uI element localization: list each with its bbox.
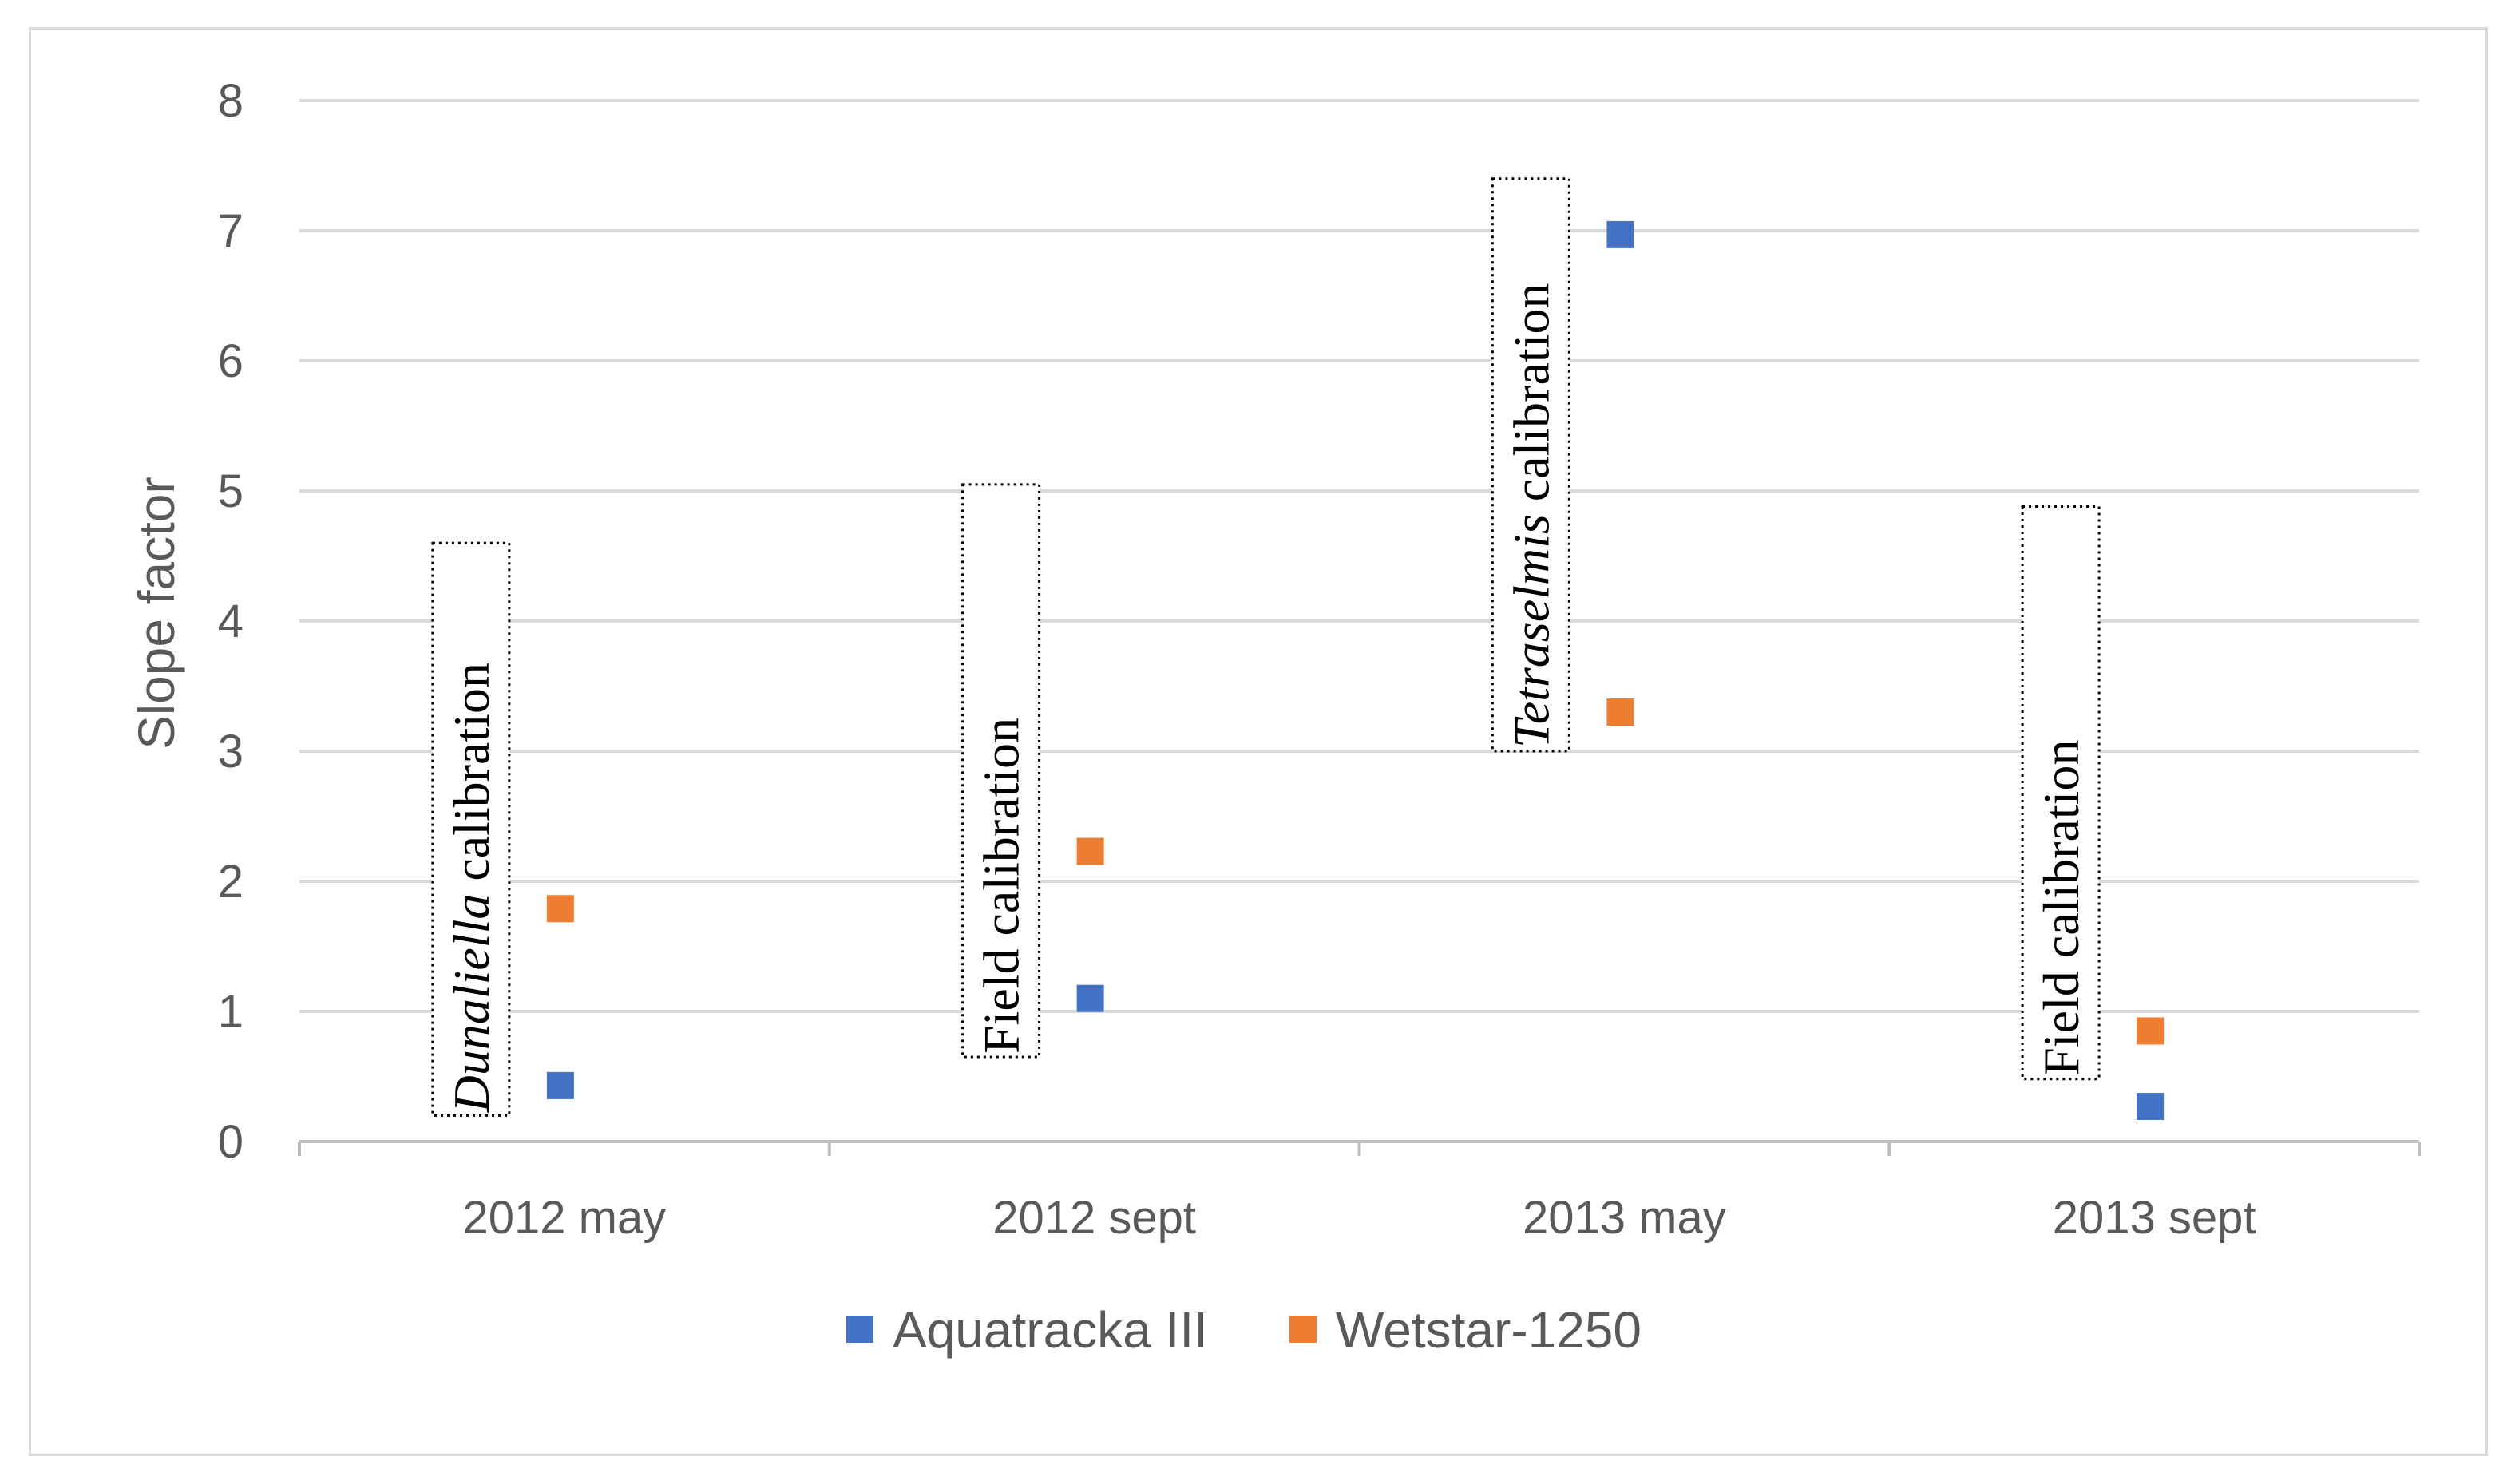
gridlines — [299, 99, 2419, 1013]
x-tick-label: 2013 sept — [2053, 1192, 2256, 1244]
annotation-text-part: calibration — [443, 663, 500, 894]
marker-aquatracka-iii-2 — [1076, 984, 1104, 1012]
annotation-label-4: Field calibration — [2033, 740, 2089, 1076]
legend-marker-1 — [846, 1316, 873, 1343]
marker-wetstar-1250-1 — [546, 895, 574, 923]
y-tick-label: 0 — [218, 1116, 244, 1168]
y-tick-label: 5 — [218, 465, 244, 517]
annotations: Dunaliella calibration Field calibration T… — [431, 177, 2101, 1117]
annotation-box-3 — [1491, 177, 1570, 753]
marker-wetstar-1250-3 — [1606, 698, 1634, 726]
annotation-label-3: Tetraselmis calibration — [1503, 283, 1559, 748]
y-tick-labels: 0 1 2 3 4 5 6 7 8 — [218, 75, 244, 1168]
annotation-box-1 — [431, 541, 511, 1117]
y-axis-title: Slope factor — [128, 477, 185, 750]
annotation-text-part: Field calibration — [2033, 740, 2089, 1076]
data-markers — [546, 220, 2165, 1120]
annotation-label-1: Dunaliella calibration — [443, 663, 500, 1113]
marker-aquatracka-iii-1 — [546, 1071, 574, 1099]
annotation-text-part: Field calibration — [973, 718, 1030, 1054]
y-tick-label: 2 — [218, 856, 244, 908]
y-tick-label: 1 — [218, 986, 244, 1038]
y-tick-label: 6 — [218, 335, 244, 387]
legend: Aquatracka III Wetstar-1250 — [846, 1301, 1642, 1359]
annotation-box-4 — [2021, 505, 2101, 1081]
marker-aquatracka-iii-3 — [1606, 220, 1634, 248]
legend-label-1: Aquatracka III — [893, 1301, 1208, 1359]
annotation-italic-part: Tetraselmis — [1503, 514, 1559, 748]
x-tick-label: 2013 may — [1523, 1192, 1726, 1244]
y-tick-label: 3 — [218, 726, 244, 778]
y-tick-label: 7 — [218, 205, 244, 257]
legend-label-2: Wetstar-1250 — [1336, 1301, 1642, 1359]
x-tick-label: 2012 may — [463, 1192, 667, 1244]
x-tick-labels: 2012 may 2012 sept 2013 may 2013 sept — [463, 1192, 2256, 1244]
annotation-box-2 — [961, 483, 1041, 1059]
annotation-text-part: calibration — [1503, 283, 1559, 515]
y-tick-label: 8 — [218, 75, 244, 127]
annotation-italic-part: Dunaliella — [443, 894, 500, 1114]
x-tick-label: 2012 sept — [992, 1192, 1196, 1244]
x-axis — [298, 1140, 2421, 1156]
annotation-label-2: Field calibration — [973, 718, 1030, 1054]
legend-marker-2 — [1289, 1316, 1317, 1343]
marker-aquatracka-iii-4 — [2137, 1092, 2165, 1120]
marker-wetstar-1250-4 — [2137, 1017, 2165, 1045]
marker-wetstar-1250-2 — [1076, 837, 1104, 865]
y-tick-label: 4 — [218, 596, 244, 647]
